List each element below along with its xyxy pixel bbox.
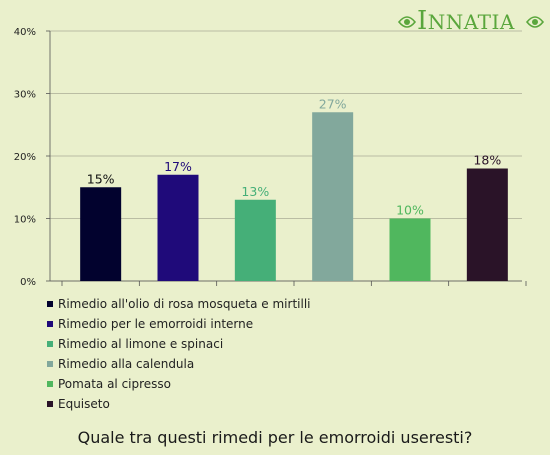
legend-label-1: Rimedio per le emorroidi interne bbox=[58, 317, 254, 331]
legend-swatch-1 bbox=[47, 321, 53, 327]
legend-label-0: Rimedio all'olio di rosa mosqueta e mirt… bbox=[58, 297, 311, 311]
legend-swatch-2 bbox=[47, 341, 53, 347]
data-label-2: 13% bbox=[241, 184, 269, 199]
legend-swatch-4 bbox=[47, 381, 53, 387]
logo-text: INNATIA bbox=[417, 6, 515, 36]
legend-label-2: Rimedio al limone e spinaci bbox=[58, 337, 224, 351]
y-tick-label-0: 0% bbox=[20, 277, 36, 288]
legend-label-3: Rimedio alla calendula bbox=[58, 357, 195, 371]
legend-label-4: Pomata al cipresso bbox=[58, 377, 172, 391]
legend-item-0: Rimedio all'olio di rosa mosqueta e mirt… bbox=[47, 294, 311, 314]
poll-question: Quale tra questi rimedi per le emorroidi… bbox=[77, 428, 473, 447]
data-label-5: 18% bbox=[473, 153, 501, 168]
y-tick-label-4: 40% bbox=[14, 27, 36, 38]
bar-1 bbox=[157, 174, 199, 281]
legend-swatch-0 bbox=[47, 301, 53, 307]
bar-0 bbox=[80, 187, 122, 281]
data-label-1: 17% bbox=[164, 159, 192, 174]
bar-chart-svg: 0% 10% 20% 30% 40% 15% 17% 13% 27% 10% 18% bbox=[14, 27, 527, 288]
data-label-3: 27% bbox=[319, 96, 347, 111]
legend-item-2: Rimedio al limone e spinaci bbox=[47, 334, 311, 354]
legend: Rimedio all'olio di rosa mosqueta e mirt… bbox=[47, 294, 311, 414]
legend-item-3: Rimedio alla calendula bbox=[47, 354, 311, 374]
data-label-4: 10% bbox=[396, 203, 424, 218]
y-tick-label-3: 30% bbox=[14, 90, 36, 101]
legend-swatch-3 bbox=[47, 361, 53, 367]
legend-item-4: Pomata al cipresso bbox=[47, 374, 311, 394]
bar-5 bbox=[466, 168, 508, 281]
data-label-0: 15% bbox=[87, 171, 115, 186]
legend-item-5: Equiseto bbox=[47, 394, 311, 414]
y-tick-label-1: 10% bbox=[14, 215, 36, 226]
legend-label-5: Equiseto bbox=[58, 397, 110, 411]
bar-4 bbox=[389, 218, 431, 281]
legend-item-1: Rimedio per le emorroidi interne bbox=[47, 314, 311, 334]
bar-3 bbox=[312, 112, 354, 281]
bar-2 bbox=[234, 199, 276, 281]
legend-swatch-5 bbox=[47, 401, 53, 407]
y-tick-label-2: 20% bbox=[14, 152, 36, 163]
innatia-logo: INNATIA bbox=[397, 6, 547, 38]
